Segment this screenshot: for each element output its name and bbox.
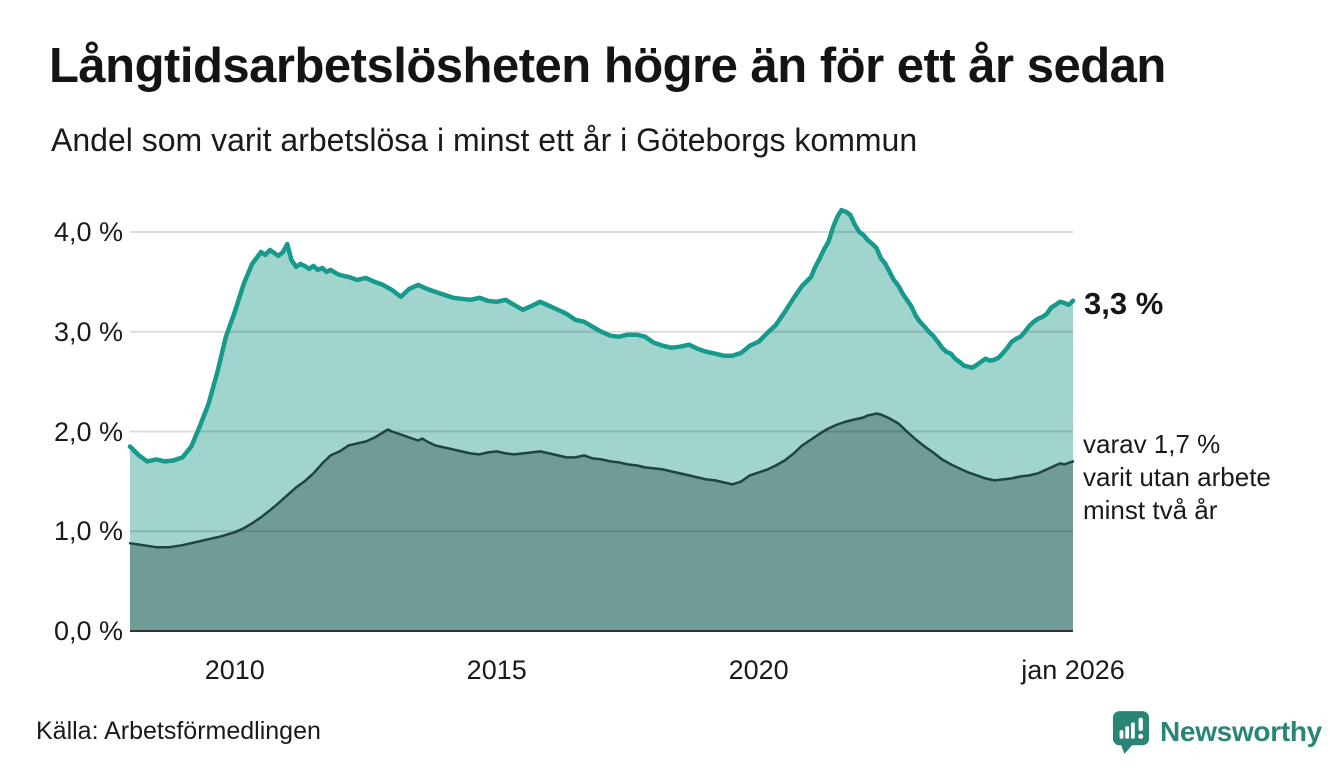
y-tick-4: 4,0 %	[53, 217, 123, 247]
series-1-line	[127, 207, 1076, 464]
y-tick-1: 1,0 %	[53, 516, 123, 547]
x-tick-2026: jan 2026	[1021, 655, 1125, 685]
x-tick-2020: 2020	[728, 655, 789, 685]
y-tick-2: 2,0 %	[53, 416, 123, 447]
series2-annotation: varav 1,7 % varit utan arbete minst två …	[1083, 428, 1271, 527]
chart-subtitle: Andel som varit arbetslösa i minst ett å…	[51, 122, 918, 158]
x-tick-2015: 2015	[466, 655, 527, 685]
page-title: Långtidsarbetslösheten högre än för ett …	[49, 39, 1166, 93]
series1-end-value-label: 3,3 %	[1084, 286, 1164, 321]
series2-annotation-line1: varav 1,7 %	[1083, 429, 1221, 459]
newsworthy-logo: Newsworthy	[1112, 710, 1322, 754]
series-2-area	[130, 413, 1073, 631]
y-tick-3: 3,0 %	[53, 316, 123, 347]
x-tick-2010: 2010	[204, 655, 265, 685]
newsworthy-icon	[1112, 711, 1150, 754]
series2-annotation-line3: minst två år	[1083, 495, 1218, 525]
series-2-line	[128, 412, 1075, 549]
source-note: Källa: Arbetsförmedlingen	[36, 717, 321, 745]
series2-annotation-line2: varit utan arbete	[1083, 462, 1271, 492]
y-tick-0: 0,0 %	[53, 616, 123, 646]
newsworthy-wordmark: Newsworthy	[1160, 716, 1322, 747]
